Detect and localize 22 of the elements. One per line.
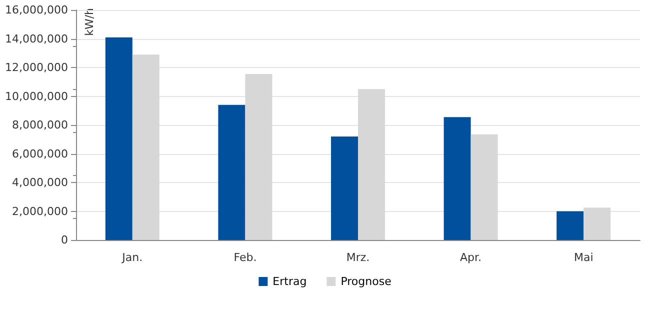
legend-label: Prognose bbox=[340, 275, 392, 288]
x-tick-label: Apr. bbox=[460, 251, 482, 264]
bar bbox=[105, 37, 132, 240]
x-tick-label: Feb. bbox=[234, 251, 257, 264]
y-tick-label: 2,000,000 bbox=[12, 204, 68, 218]
bar bbox=[218, 104, 246, 240]
bar bbox=[556, 211, 584, 240]
x-tick-label: Mrz. bbox=[346, 251, 370, 264]
x-tick-label: Jan. bbox=[121, 251, 143, 264]
y-tick-label: 10,000,000 bbox=[5, 90, 68, 103]
y-tick-label: 14,000,000 bbox=[5, 32, 68, 46]
bar bbox=[444, 117, 471, 240]
y-tick-label: 0 bbox=[61, 234, 68, 246]
x-tick-label: Mai bbox=[574, 251, 594, 264]
bar bbox=[331, 136, 358, 240]
legend-label: Ertrag bbox=[272, 275, 307, 288]
y-tick-label: 16,000,000 bbox=[5, 4, 68, 16]
y-tick-label: 12,000,000 bbox=[5, 61, 68, 74]
y-tick-label: 4,000,000 bbox=[12, 176, 68, 189]
y-tick-label: 6,000,000 bbox=[12, 147, 68, 160]
y-tick-label: 8,000,000 bbox=[12, 118, 68, 132]
y-axis-title: kW/h bbox=[83, 8, 96, 36]
